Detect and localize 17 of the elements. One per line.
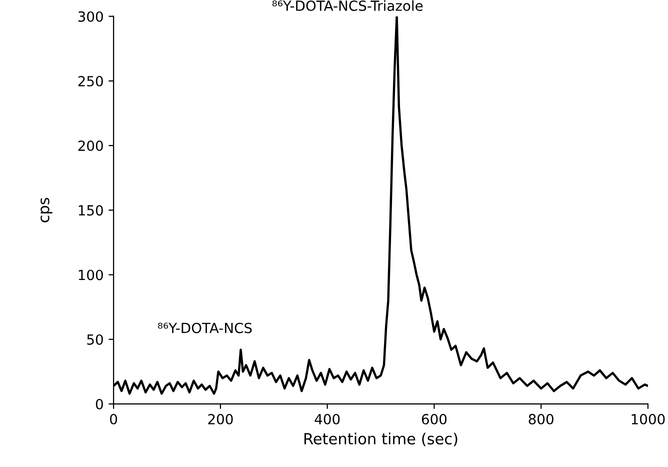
x-tick-label: 0 xyxy=(110,414,118,424)
x-tick-label: 1000 xyxy=(632,414,665,424)
y-axis-title: cps xyxy=(40,198,52,222)
y-tick-label: 250 xyxy=(78,76,103,86)
y-tick-label: 300 xyxy=(78,11,103,22)
y-tick-label: 200 xyxy=(78,140,103,152)
y-tick-label: 0 xyxy=(96,398,103,410)
x-tick-label: 200 xyxy=(208,414,233,424)
x-tick-label: 400 xyxy=(314,414,340,424)
x-tick-label: 800 xyxy=(528,414,554,424)
y-tick-label: 50 xyxy=(87,334,103,345)
annotation: ⁸⁶Y-DOTA-NCS-Triazole xyxy=(272,0,423,11)
y-tick-label: 150 xyxy=(78,205,103,216)
x-tick-label: 600 xyxy=(422,414,447,424)
x-axis-title: Retention time (sec) xyxy=(304,432,458,446)
annotation: ⁸⁶Y-DOTA-NCS xyxy=(158,322,252,334)
y-tick-label: 100 xyxy=(78,270,103,280)
